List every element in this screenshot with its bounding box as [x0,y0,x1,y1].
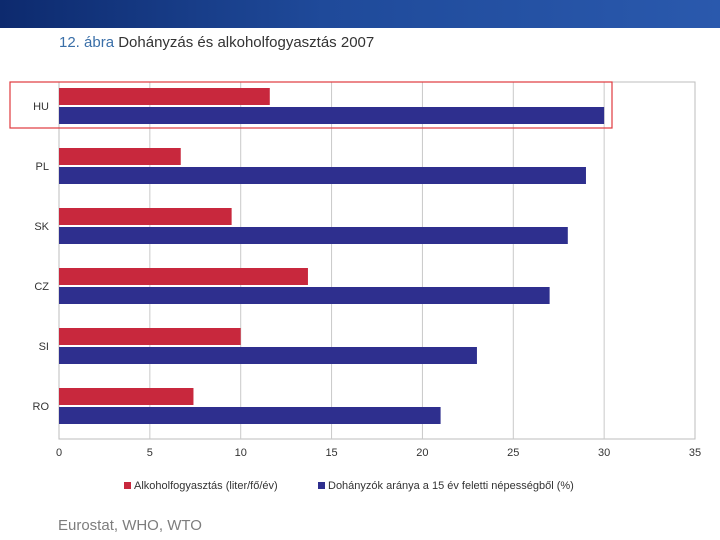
x-tick-label: 25 [507,447,519,459]
legend-swatch [124,482,131,489]
legend-swatch [318,482,325,489]
plot-area [58,81,696,440]
bar [59,227,568,244]
bar [59,208,232,225]
chart-title: 12. ábra Dohányzás és alkoholfogyasztás … [59,34,374,51]
category-label: SI [39,341,49,353]
chart-title-text: Dohányzás és alkoholfogyasztás 2007 [118,34,375,51]
x-tick-label: 35 [689,447,701,459]
bar [59,328,241,345]
bar [59,107,605,124]
x-tick-label: 15 [325,447,337,459]
category-label: SK [34,221,49,233]
highlight-box [9,81,613,129]
x-tick-label: 30 [598,447,610,459]
bar [59,268,308,285]
x-tick-label: 5 [147,447,153,459]
bar [59,388,194,405]
x-tick-label: 10 [235,447,247,459]
bar [59,347,477,364]
x-tick-label: 0 [56,447,62,459]
header-band [0,0,720,28]
category-label: RO [33,401,50,413]
category-label: CZ [34,281,49,293]
figure-label: 12. ábra [59,34,115,51]
bar [59,167,586,184]
legend-label: Alkoholfogyasztás (liter/fő/év) [134,480,278,492]
bar [59,148,181,165]
category-label: PL [36,161,49,173]
source-note: Eurostat, WHO, WTO [58,517,202,534]
bar [59,88,270,105]
bar [59,287,550,304]
legend-label: Dohányzók aránya a 15 év feletti népessé… [328,480,574,492]
bar [59,407,441,424]
category-label: HU [33,101,49,113]
x-tick-label: 20 [416,447,428,459]
